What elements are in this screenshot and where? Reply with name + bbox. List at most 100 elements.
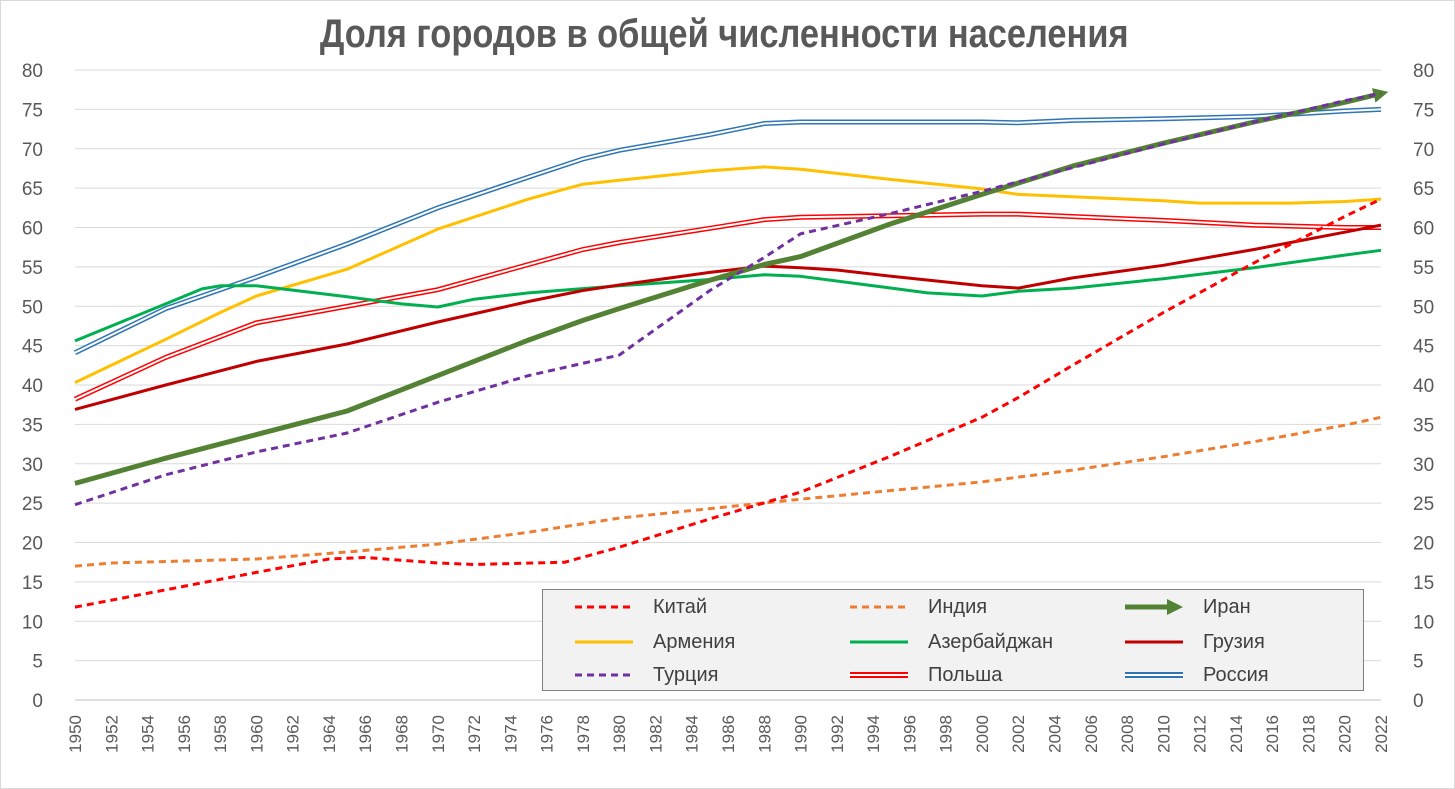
y-tick-left-55: 55: [22, 258, 43, 279]
legend-label-georgia: Грузия: [1203, 630, 1265, 653]
legend-label-azerbaijan: Азербайджан: [928, 630, 1054, 653]
x-tick-1970: 1970: [429, 715, 448, 753]
y-tick-left-10: 10: [22, 612, 43, 633]
x-tick-1982: 1982: [646, 715, 665, 753]
legend-label-china: Китай: [653, 595, 708, 618]
series-line-china: [74, 197, 1382, 609]
series-line-turkey: [74, 92, 1382, 507]
x-tick-1958: 1958: [211, 715, 230, 753]
x-tick-2018: 2018: [1299, 715, 1318, 753]
series-line-armenia: [74, 165, 1382, 384]
y-tick-left-30: 30: [22, 455, 43, 476]
x-tick-1952: 1952: [102, 715, 121, 753]
y-tick-left-0: 0: [32, 691, 43, 712]
x-tick-1994: 1994: [864, 715, 883, 753]
x-tick-2004: 2004: [1046, 715, 1065, 753]
x-tick-2008: 2008: [1118, 715, 1137, 753]
x-tick-2016: 2016: [1263, 715, 1282, 753]
x-tick-2010: 2010: [1154, 715, 1173, 753]
x-tick-1968: 1968: [393, 715, 412, 753]
x-tick-1988: 1988: [755, 715, 774, 753]
y-tick-left-20: 20: [22, 534, 43, 555]
y-tick-right-60: 60: [1413, 219, 1434, 240]
series-line-georgia: [74, 223, 1382, 411]
y-tick-right-65: 65: [1413, 179, 1434, 200]
legend: Китай Индия Иран Армения Азербайджан Грузия Ту…: [542, 589, 1364, 691]
legend-swatch-russia: [1125, 672, 1183, 678]
series-russia: [73, 106, 1382, 355]
y-tick-left-80: 80: [22, 61, 43, 82]
y-tick-left-50: 50: [22, 297, 43, 318]
legend-item-poland: Польша: [848, 660, 1002, 690]
y-tick-right-75: 75: [1413, 100, 1434, 121]
y-tick-right-45: 45: [1413, 337, 1434, 358]
legend-swatch-iran: [1125, 599, 1183, 615]
legend-swatch-azerbaijan: [850, 640, 908, 644]
legend-label-iran: Иран: [1203, 595, 1251, 618]
y-tick-left-40: 40: [22, 376, 43, 397]
x-tick-2012: 2012: [1191, 715, 1210, 753]
legend-swatch-turkey: [575, 673, 633, 677]
series-turkey: [74, 92, 1382, 507]
series-line-india: [74, 415, 1382, 568]
x-tick-1954: 1954: [139, 715, 158, 753]
y-tick-right-40: 40: [1413, 376, 1434, 397]
legend-label-armenia: Армения: [653, 630, 736, 653]
legend-swatch-poland: [850, 672, 908, 678]
y-tick-right-5: 5: [1413, 652, 1424, 673]
y-tick-left-15: 15: [22, 573, 43, 594]
legend-item-turkey: Турция: [573, 660, 718, 690]
x-tick-2022: 2022: [1372, 715, 1391, 753]
series-line-azerbaijan: [74, 248, 1382, 343]
y-tick-right-30: 30: [1413, 455, 1434, 476]
legend-label-russia: Россия: [1203, 663, 1269, 686]
series-india: [74, 415, 1382, 568]
x-tick-1960: 1960: [247, 715, 266, 753]
y-tick-right-25: 25: [1413, 494, 1434, 515]
series-poland: [73, 211, 1381, 402]
legend-item-india: Индия: [848, 592, 987, 622]
legend-swatch-georgia: [1125, 640, 1183, 644]
y-tick-left-35: 35: [22, 415, 43, 436]
y-tick-left-65: 65: [22, 179, 43, 200]
y-tick-right-35: 35: [1413, 415, 1434, 436]
y-tick-left-75: 75: [22, 100, 43, 121]
legend-label-india: Индия: [928, 595, 988, 618]
x-tick-1956: 1956: [175, 715, 194, 753]
y-tick-right-10: 10: [1413, 612, 1434, 633]
legend-item-russia: Россия: [1123, 660, 1269, 690]
x-tick-1966: 1966: [356, 715, 375, 753]
legend-swatch-india: [850, 605, 908, 609]
legend-item-azerbaijan: Азербайджан: [848, 627, 1053, 657]
y-tick-left-60: 60: [22, 219, 43, 240]
x-tick-1974: 1974: [501, 715, 520, 753]
x-tick-1986: 1986: [719, 715, 738, 753]
series-line-inner-russia: [74, 108, 1382, 354]
y-tick-right-0: 0: [1413, 691, 1424, 712]
x-tick-1950: 1950: [66, 715, 85, 753]
legend-swatch-armenia: [575, 640, 633, 644]
y-tick-left-70: 70: [22, 140, 43, 161]
x-tick-1990: 1990: [792, 715, 811, 753]
y-tick-right-70: 70: [1413, 140, 1434, 161]
x-tick-1992: 1992: [828, 715, 847, 753]
x-tick-2014: 2014: [1227, 715, 1246, 753]
legend-label-turkey: Турция: [653, 663, 719, 686]
x-tick-2002: 2002: [1009, 715, 1028, 753]
x-tick-2006: 2006: [1082, 715, 1101, 753]
x-tick-1978: 1978: [574, 715, 593, 753]
series-georgia: [74, 223, 1382, 411]
x-tick-2000: 2000: [973, 715, 992, 753]
legend-swatch-china: [575, 605, 633, 609]
chart-title: Доля городов в общей численности населен…: [319, 12, 1129, 56]
y-tick-right-55: 55: [1413, 258, 1434, 279]
x-tick-1984: 1984: [683, 715, 702, 753]
y-tick-left-45: 45: [22, 337, 43, 358]
x-tick-1962: 1962: [284, 715, 303, 753]
series-line-inner-poland: [74, 213, 1381, 401]
x-tick-2020: 2020: [1336, 715, 1355, 753]
x-tick-1996: 1996: [900, 715, 919, 753]
legend-item-china: Китай: [573, 592, 707, 622]
x-tick-1980: 1980: [610, 715, 629, 753]
